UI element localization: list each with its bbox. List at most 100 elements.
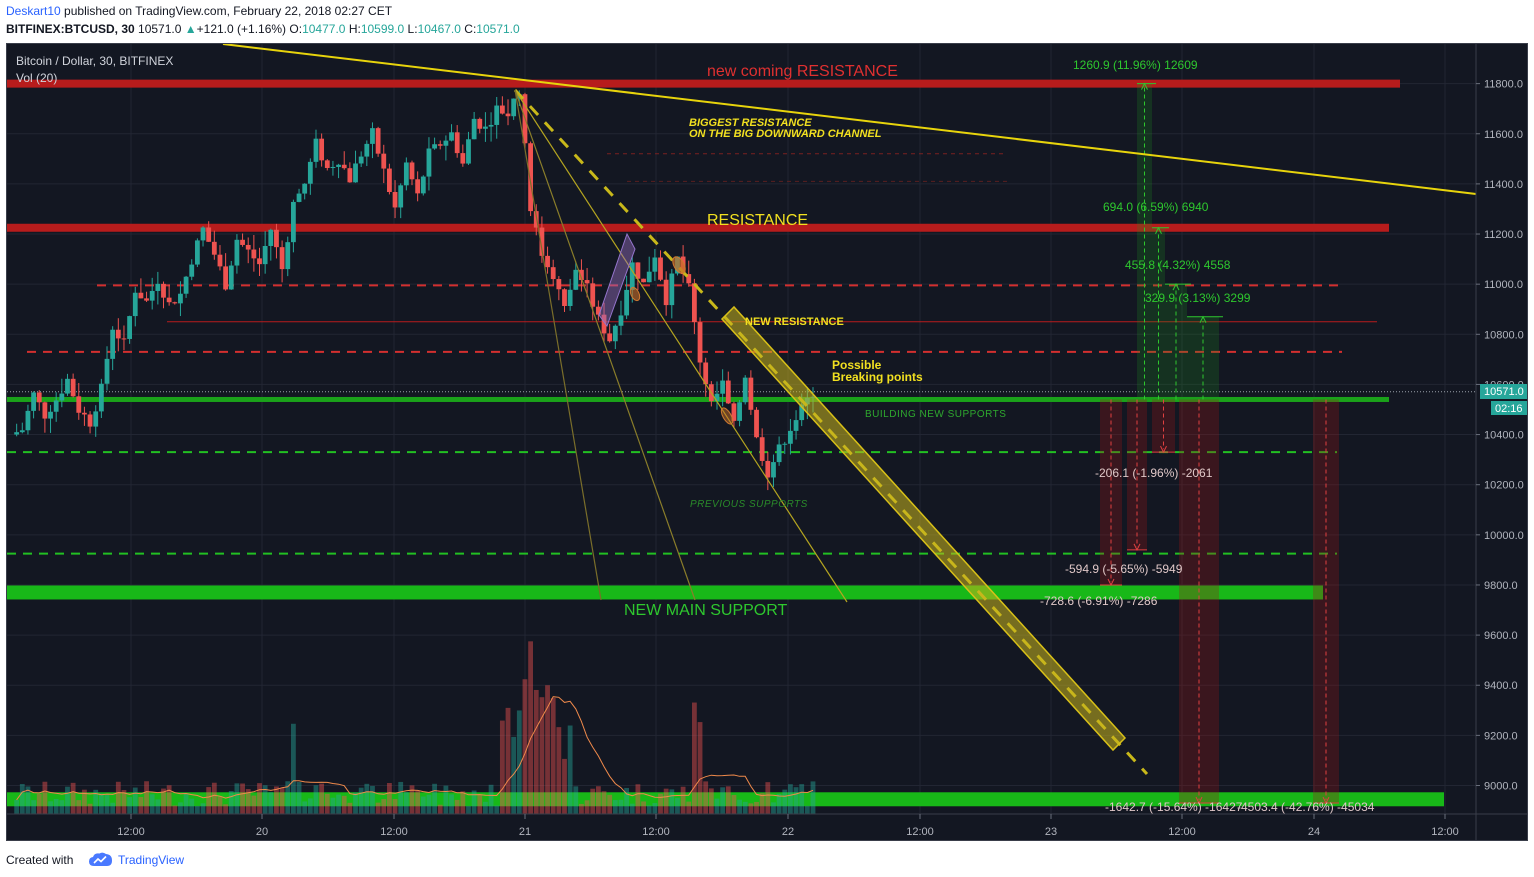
last-price: 10571.0 [138, 22, 182, 36]
time-tick-label: 12:00 [642, 826, 670, 838]
volume-bar [194, 805, 200, 814]
candle-down [87, 414, 93, 427]
candle-down [217, 254, 223, 267]
breakout-channel [720, 305, 1127, 752]
volume-bar [223, 804, 229, 814]
volume-bar [138, 797, 144, 814]
candle-up [432, 144, 437, 149]
candle-up [48, 411, 53, 419]
candle-down [691, 283, 697, 323]
candle-down [341, 164, 347, 169]
trend-lines [222, 44, 1477, 776]
up-projection-label-2: 694.0 (6.59%) 6940 [1103, 200, 1209, 214]
volume-bar [330, 797, 336, 814]
price-chart[interactable]: 9000.0 9200.0 9400.0 9600.0 9800.0 10000.0 102… [7, 44, 1527, 840]
volume-bar [70, 782, 76, 814]
close-value: 10571.0 [476, 22, 520, 36]
volume-bar [307, 798, 313, 814]
candle-down [437, 144, 443, 146]
volume-bar [646, 805, 652, 814]
time-tick-label: 12:00 [1168, 826, 1196, 838]
price-tick-label: 11200.0 [1484, 229, 1523, 241]
volume-bar [36, 793, 42, 814]
candle-up [149, 290, 155, 301]
chart-panel[interactable]: 9000.0 9200.0 9400.0 9600.0 9800.0 10000.0 102… [6, 43, 1528, 841]
open-label: O: [289, 22, 303, 36]
volume-bar [748, 803, 754, 814]
volume-bar [471, 790, 477, 814]
candle-up [65, 378, 70, 394]
candle-down [663, 279, 669, 306]
break-point-marker [720, 407, 734, 425]
volume-bar [595, 786, 601, 814]
volume-bar [48, 801, 53, 814]
candle-down [392, 192, 398, 208]
tradingview-link[interactable]: TradingView [118, 853, 185, 867]
volume-bar [799, 784, 805, 814]
candle-up [353, 163, 358, 183]
author-link[interactable]: Deskart10 [6, 4, 61, 18]
volume-bar [387, 782, 392, 814]
candle-up [720, 380, 726, 394]
volume-bars [14, 641, 816, 814]
candle-up [307, 161, 313, 184]
annotation-biggest-resistance-2: ON THE BIG DOWNWARD CHANNEL [689, 128, 882, 140]
volume-bar [652, 803, 658, 814]
volume-bar [793, 787, 799, 814]
time-tick-label: 22 [782, 826, 794, 838]
time-tick-label: 24 [1308, 826, 1320, 838]
candle-down [584, 280, 590, 284]
candle-down [42, 402, 48, 419]
price-tick-label: 11000.0 [1484, 279, 1523, 291]
candle-down [505, 113, 511, 117]
candle-down [115, 329, 121, 339]
fan-line-1 [514, 89, 848, 603]
volume-bar [296, 782, 302, 814]
created-with-text: Created with [6, 853, 74, 867]
candle-down [82, 412, 87, 415]
candle-up [793, 420, 799, 431]
candle-up [200, 227, 206, 241]
candle-up [98, 383, 104, 412]
volume-bar [268, 792, 274, 814]
up-projection-label-3: 455.8 (4.32%) 4558 [1125, 258, 1231, 272]
volume-bar [82, 789, 87, 814]
candle-up [629, 262, 635, 290]
publish-header: Deskart10 published on TradingView.com, … [0, 0, 1534, 42]
volume-bar [76, 800, 82, 814]
price-tick-label: 9400.0 [1484, 680, 1518, 692]
volume-bar [635, 784, 641, 814]
candle-up [742, 377, 748, 403]
volume-bar [494, 805, 500, 814]
candle-down [251, 249, 257, 259]
candle-down [319, 138, 325, 161]
volume-bar [776, 793, 782, 814]
candle-up [443, 140, 449, 146]
candle-up [290, 201, 296, 243]
candle-up [330, 166, 336, 168]
volume-bar [132, 787, 138, 814]
support-thick-band [7, 792, 1444, 807]
volume-bar [499, 720, 505, 814]
volume-bar [285, 781, 291, 814]
volume-bar [392, 799, 398, 814]
price-tick-label: 9600.0 [1484, 630, 1518, 642]
price-tick-label: 10200.0 [1484, 480, 1524, 492]
candle-down [748, 377, 754, 410]
candle-down [556, 279, 562, 290]
candle-up [771, 462, 776, 478]
candle-up [59, 393, 65, 401]
volume-bar [262, 785, 268, 814]
volume-bar [19, 784, 25, 814]
candle-down [70, 378, 76, 397]
candle-up [262, 245, 268, 265]
volume-bar [358, 787, 364, 814]
volume-bar [234, 783, 240, 814]
candle-up [313, 138, 319, 162]
candle-down [759, 437, 765, 461]
candle-down [347, 168, 353, 183]
support-band [7, 396, 1389, 402]
volume-bar [663, 788, 669, 814]
candle-up [403, 162, 409, 186]
volume-bar [87, 803, 93, 814]
